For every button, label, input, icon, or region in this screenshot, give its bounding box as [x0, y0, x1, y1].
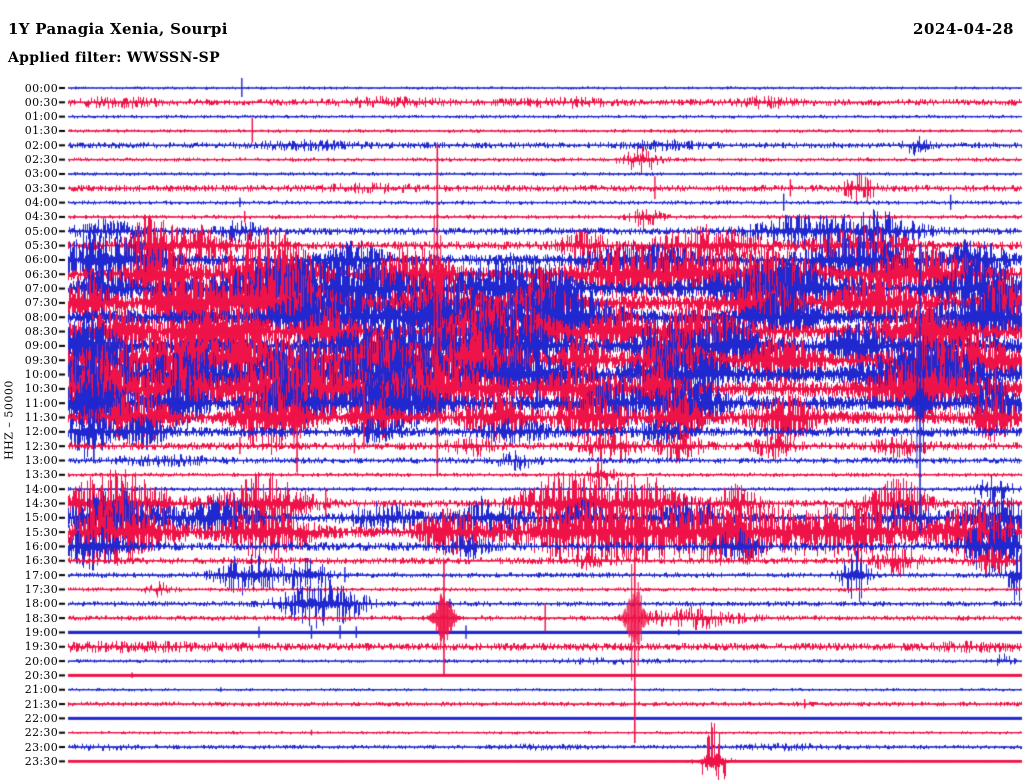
time-label: 09:30	[24, 353, 58, 367]
time-label: 03:00	[24, 167, 58, 181]
time-label: 16:00	[24, 539, 58, 553]
time-label: 17:00	[24, 568, 58, 582]
time-label: 00:00	[24, 81, 58, 95]
time-label: 15:00	[24, 511, 58, 525]
time-label: 22:30	[24, 726, 58, 740]
time-label: 18:00	[24, 597, 58, 611]
time-label: 11:00	[24, 396, 58, 410]
time-label: 04:00	[24, 196, 58, 210]
time-label: 07:30	[24, 296, 58, 310]
time-label: 19:00	[24, 625, 58, 639]
time-label: 01:00	[24, 110, 58, 124]
time-label: 08:00	[24, 310, 58, 324]
time-label: 16:30	[24, 554, 58, 568]
time-label: 03:30	[24, 181, 58, 195]
time-label: 14:30	[24, 496, 58, 510]
time-label: 23:30	[24, 754, 58, 768]
time-label: 10:00	[24, 368, 58, 382]
time-label: 11:30	[24, 411, 58, 425]
time-label: 13:00	[24, 454, 58, 467]
time-label: 19:30	[24, 640, 58, 654]
time-label: 23:00	[24, 740, 58, 754]
date-label: 2024-04-28	[913, 20, 1014, 38]
time-label: 06:30	[24, 267, 58, 281]
time-label: 08:30	[24, 325, 58, 339]
time-label: 20:00	[24, 654, 58, 668]
station-title: 1Y Panagia Xenia, Sourpi	[8, 20, 228, 38]
time-label: 21:00	[24, 683, 58, 697]
time-label: 09:00	[24, 339, 58, 353]
time-label: 06:00	[24, 253, 58, 267]
time-label: 05:30	[24, 239, 58, 253]
time-label: 07:00	[24, 282, 58, 296]
time-label: 20:30	[24, 668, 58, 682]
time-label: 10:30	[24, 382, 58, 396]
time-label: 17:30	[24, 582, 58, 596]
time-label: 12:00	[24, 425, 58, 439]
time-label: 22:00	[24, 711, 58, 725]
time-label: 01:30	[24, 124, 58, 138]
filter-label: Applied filter: WWSSN-SP	[8, 50, 220, 66]
time-label: 05:00	[24, 224, 58, 238]
time-label: 18:30	[24, 611, 58, 625]
time-label: 02:00	[24, 138, 58, 152]
time-label: 12:30	[24, 439, 58, 453]
time-label: 15:30	[24, 525, 58, 539]
time-label: 02:30	[24, 153, 58, 167]
time-label: 14:00	[24, 482, 58, 496]
time-label: 13:30	[24, 468, 58, 482]
time-label: 04:30	[24, 210, 58, 224]
time-label: 00:30	[24, 95, 58, 109]
time-label: 21:30	[24, 697, 58, 711]
